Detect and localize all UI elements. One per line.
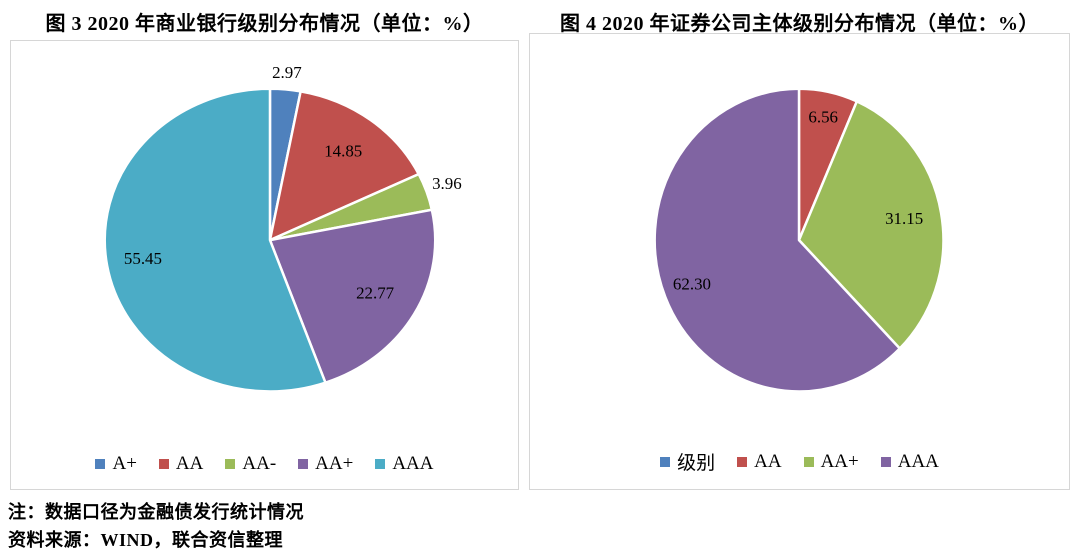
legend-swatch [803,456,814,467]
figure3-panel: 2.97 14.85 3.96 22.77 55.45 A+ AA AA- AA+ AAA [10,40,519,490]
data-label-AA: 6.56 [808,108,838,127]
pie-slice-AA [268,90,420,242]
source-line: 资料来源：WIND，联合资信整理 [8,530,284,550]
figure3-legend: A+ AA AA- AA+ AAA [11,453,518,475]
data-label-AA+: 31.15 [885,209,923,228]
figure4-panel: 6.56 31.15 62.30 级别 AA AA+ AAA [529,33,1070,490]
pie-slice-AA+ [797,100,945,350]
legend-item-AA: AA [158,453,204,475]
legend-swatch [880,456,891,467]
legend-label: AA [175,453,204,474]
legend-label: AA+ [820,450,859,472]
legend-item-级别: 级别 [660,448,715,475]
figure4-pie-chart: 6.56 31.15 62.30 [653,87,945,393]
figure3-title: 图 3 2020 年商业银行级别分布情况（单位：%） [45,13,484,35]
legend-label: 级别 [677,453,716,474]
legend-item-AA+: AA+ [298,453,353,475]
figure4-title: 图 4 2020 年证券公司主体级别分布情况（单位：%） [560,13,1039,35]
legend-label: AAA [392,453,434,474]
legend-label: AA- [242,453,277,474]
legend-label: A+ [112,453,137,474]
data-label-A+: 2.97 [272,63,302,82]
legend-item-AA+: AA+ [803,450,859,473]
data-label-AAA: 62.30 [673,275,711,294]
legend-label: AAA [897,450,939,472]
data-label-AA-: 3.96 [432,174,462,193]
data-label-AA: 14.85 [324,141,362,160]
legend-swatch [298,459,309,469]
note-line: 注：数据口径为金融债发行统计情况 [8,502,304,522]
legend-swatch [95,459,106,469]
legend-swatch [660,456,671,467]
legend-item-AAA: AAA [880,450,939,473]
pie-slice-AAA [103,87,327,393]
legend-item-AA: AA [737,450,782,473]
legend-swatch [225,459,236,469]
legend-label: AA+ [315,453,354,474]
legend-label: AA [754,450,782,472]
figure4-legend: 级别 AA AA+ AAA [530,448,1069,475]
figure3-pie-chart: 2.97 14.85 3.96 22.77 55.45 [103,63,462,393]
legend-swatch [375,459,386,469]
legend-item-AA-: AA- [225,453,276,475]
legend-item-A+: A+ [95,453,137,475]
data-label-AA+: 22.77 [356,283,394,302]
pie-slice-AA+ [268,208,437,384]
legend-item-AAA: AAA [375,453,434,475]
legend-swatch [158,459,169,469]
legend-swatch [737,456,748,467]
data-label-AAA: 55.45 [124,249,162,268]
pie-slice-AAA [653,87,902,393]
